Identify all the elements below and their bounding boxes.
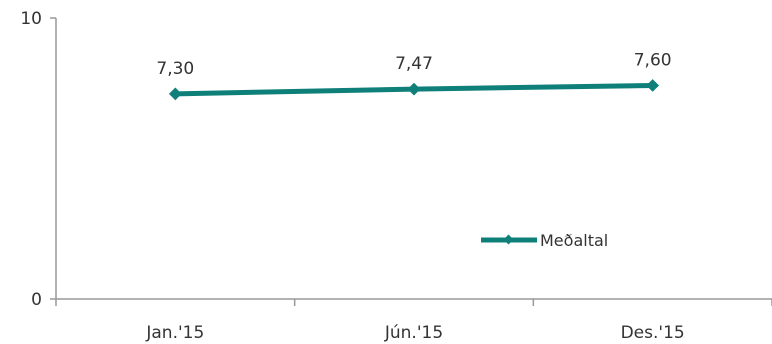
x-tick-label: Des.'15: [621, 323, 685, 343]
data-point-marker: [168, 87, 182, 101]
y-ticks: 0 10: [20, 9, 56, 310]
legend-marker: [503, 234, 514, 245]
data-point-marker: [407, 82, 421, 96]
data-point-marker: [646, 79, 660, 92]
x-ticks: Jan.'15 Jún.'15 Des.'15: [55, 299, 772, 343]
x-tick-label: Jan.'15: [145, 323, 204, 343]
series-layer: 7,30 7,47 7,60: [156, 50, 672, 101]
data-label: 7,47: [395, 54, 433, 74]
legend: Meðaltal: [481, 231, 608, 250]
data-label: 7,30: [156, 59, 194, 79]
y-tick-label: 10: [20, 9, 42, 29]
legend-label: Meðaltal: [540, 231, 608, 250]
x-tick-label: Jún.'15: [384, 323, 443, 343]
y-tick-label: 0: [31, 290, 42, 310]
axes: [55, 18, 772, 300]
data-label: 7,60: [634, 50, 672, 70]
